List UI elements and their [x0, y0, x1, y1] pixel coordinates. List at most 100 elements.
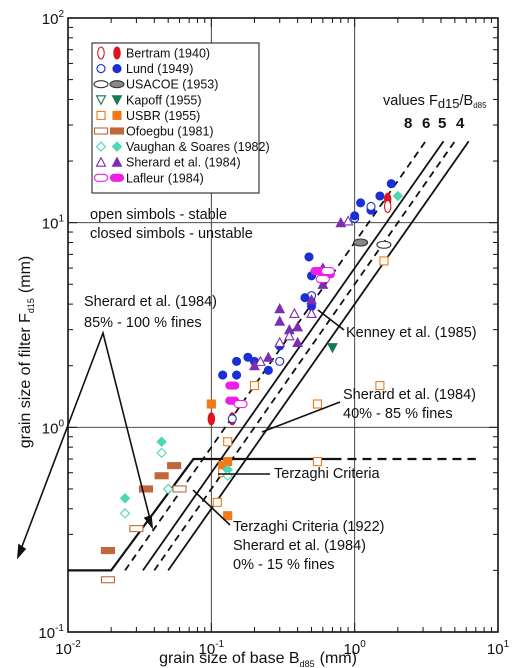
legend-marker-filled — [109, 173, 125, 182]
data-point — [275, 356, 285, 366]
legend-label: USBR (1955) — [126, 109, 200, 123]
legend: Bertram (1940)Lund (1949) USACOE (1953)Ka… — [91, 42, 270, 194]
legend-marker-open — [95, 141, 107, 152]
data-point — [223, 511, 233, 521]
y-axis-title: grain size of filter Fd15(mm) — [17, 256, 36, 449]
data-point — [300, 293, 310, 303]
plot-frame — [67, 17, 499, 633]
x-tick-label: 101 — [487, 639, 510, 658]
y-tick-label: 101 — [42, 214, 65, 233]
data-point — [223, 457, 233, 467]
x-tick-label: 100 — [344, 639, 367, 658]
sherard-fines-arrowhead-right — [143, 514, 154, 530]
data-point — [225, 381, 240, 390]
data-point — [100, 576, 116, 584]
data-point — [223, 437, 233, 447]
data-point — [376, 240, 392, 249]
data-point — [232, 370, 242, 380]
legend-label: Sherard et al. (1984) — [126, 156, 241, 170]
sherard-40-line1: Sherard et al. (1984) — [343, 387, 476, 403]
y-tick-label: 102 — [42, 9, 65, 28]
data-point — [233, 399, 248, 409]
terzaghi-1922-line2: Sherard et al. (1984) — [233, 538, 366, 554]
data-point — [274, 315, 286, 326]
sherard-fines-leader — [17, 330, 153, 558]
data-point — [206, 399, 216, 409]
data-point — [119, 508, 131, 519]
data-point — [129, 525, 144, 533]
data-point — [274, 336, 286, 347]
kenney-label: Kenney et al. (1985) — [346, 325, 477, 341]
terzaghi-1922-line3: 0% - 15 % fines — [233, 557, 335, 573]
terzaghi-label: Terzaghi Criteria — [274, 466, 380, 482]
sherard-fines-arrowhead-left — [17, 543, 27, 560]
terzaghi-criteria-line — [68, 457, 333, 572]
legend-label: Vaughan & Soares (1982) — [126, 140, 270, 154]
data-point — [100, 547, 116, 555]
data-point — [375, 381, 385, 391]
legend-marker-open — [95, 95, 107, 106]
ratio-label-8: 8 — [404, 115, 412, 132]
data-point — [212, 497, 222, 507]
y-tick-label: 100 — [42, 418, 65, 437]
x-axis-title: grain size of base Bd85 (mm) — [159, 650, 357, 668]
legend-marker-open — [93, 127, 109, 135]
legend-marker-open — [95, 156, 107, 167]
legend-marker-open — [96, 110, 106, 120]
data-point — [292, 336, 304, 347]
legend-marker-filled — [109, 80, 125, 89]
data-point — [315, 275, 330, 284]
data-point — [383, 199, 392, 214]
data-point — [292, 321, 304, 332]
data-point — [353, 238, 369, 247]
data-point — [312, 457, 323, 467]
x-tick-label: 10-2 — [55, 639, 81, 658]
ratio-line-6 — [142, 140, 445, 571]
criteria-lines — [68, 140, 476, 572]
ratio-line-5 — [153, 140, 456, 571]
sherard-40-line2: 40% - 85 % fines — [343, 406, 453, 422]
data-point — [327, 343, 338, 354]
data-point — [283, 330, 295, 341]
data-point — [172, 485, 187, 493]
data-point — [162, 483, 174, 495]
data-point — [154, 472, 169, 480]
data-point — [386, 179, 396, 189]
data-point — [320, 267, 335, 276]
legend-label: Lund (1949) — [126, 62, 193, 76]
legend-label: Ofoegbu (1981) — [126, 125, 214, 139]
y-tick-label: 10-1 — [38, 623, 64, 642]
plot-grid — [67, 17, 499, 633]
data-point — [375, 191, 385, 201]
ratio-label-5: 5 — [438, 115, 446, 132]
legend-marker-open — [93, 80, 109, 89]
terzaghi-1922-leader — [192, 489, 231, 526]
data-point — [227, 414, 237, 424]
legend-marker-open — [93, 173, 109, 182]
data-point — [356, 198, 366, 208]
legend-marker-open — [96, 64, 106, 74]
stability-note-line1: open simbols - stable — [90, 207, 227, 223]
legend-marker-filled — [111, 95, 123, 106]
kenney-leader — [317, 309, 345, 331]
data-point — [342, 215, 354, 226]
data-point — [306, 294, 317, 305]
data-points — [100, 179, 404, 584]
legend-marker-filled — [111, 141, 123, 152]
terzaghi-1922-line1: Terzaghi Criteria (1922) — [233, 519, 385, 535]
data-point — [255, 355, 266, 366]
data-point — [312, 399, 323, 409]
data-point — [262, 351, 274, 362]
legend-label: Lafleur (1984) — [126, 171, 204, 185]
data-point — [306, 307, 317, 319]
data-point — [350, 211, 360, 221]
data-point — [289, 307, 300, 319]
x-tick-label: 10-1 — [199, 639, 225, 658]
data-point — [232, 356, 242, 366]
data-point — [366, 201, 376, 212]
stability-note-line2: closed simbols - unstable — [90, 226, 253, 242]
data-point — [335, 216, 347, 228]
legend-marker-filled — [109, 127, 125, 135]
